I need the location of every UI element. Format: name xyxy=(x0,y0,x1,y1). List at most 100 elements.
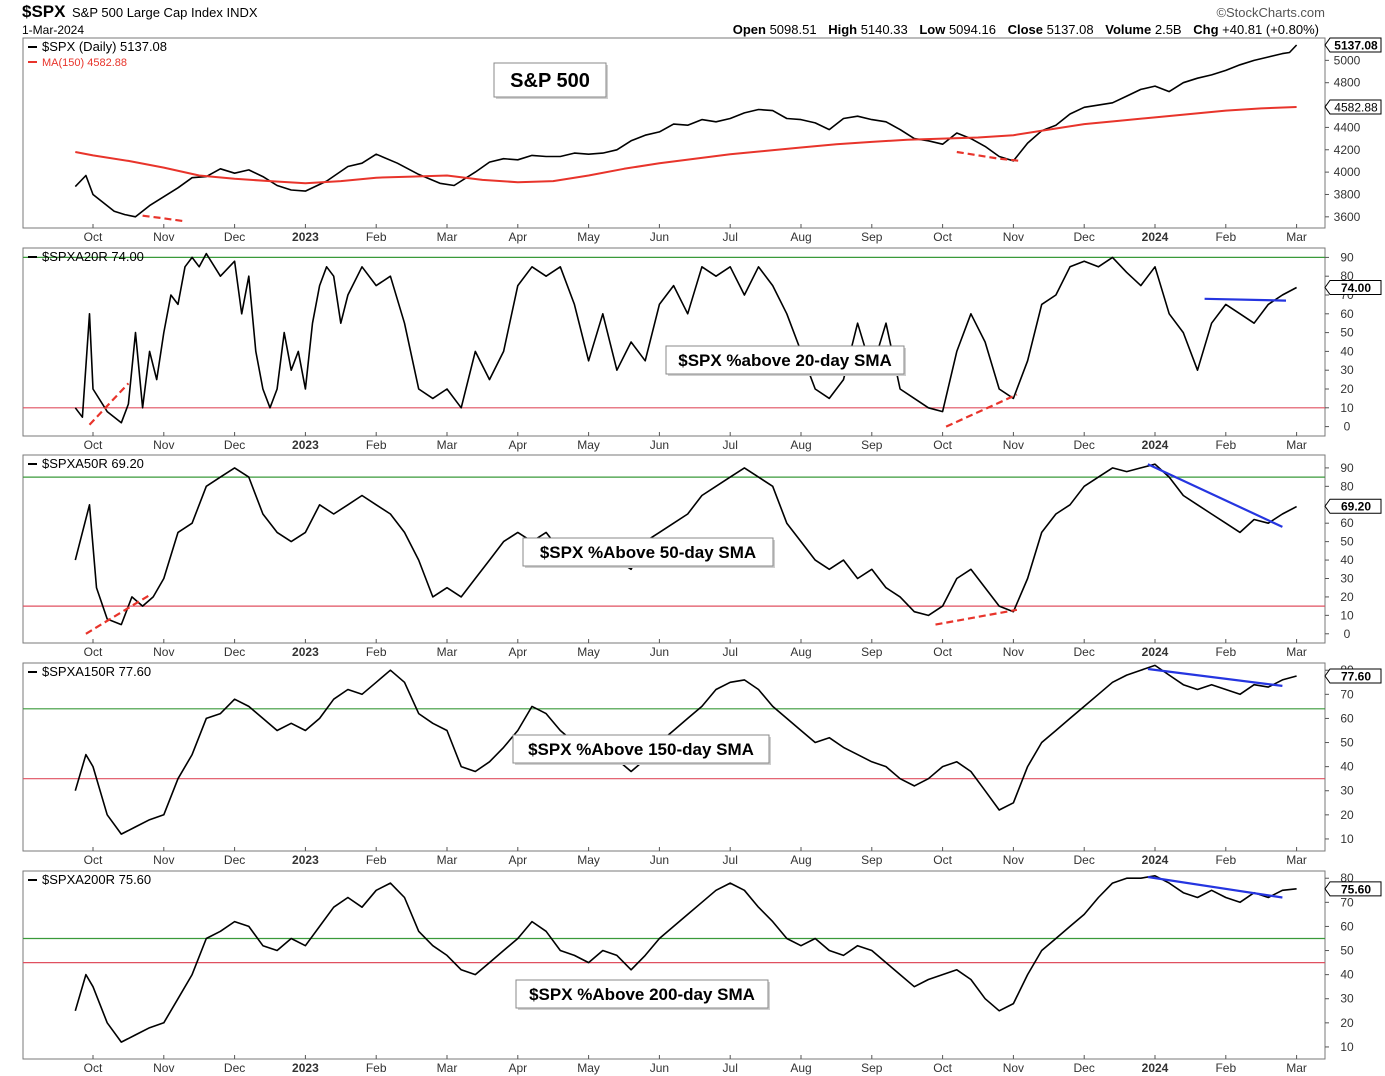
y-tick-label: 50 xyxy=(1340,736,1354,750)
x-tick-label: Dec xyxy=(224,853,245,867)
y-tick-label: 20 xyxy=(1340,1016,1354,1030)
open-value: 5098.51 xyxy=(769,22,817,37)
x-tick-label: Dec xyxy=(224,438,245,452)
y-tick-label: 10 xyxy=(1340,832,1354,846)
y-tick-label: 4400 xyxy=(1334,120,1361,134)
y-tick-label: 20 xyxy=(1340,590,1354,604)
y-tick-label: 30 xyxy=(1340,992,1354,1006)
x-tick-label: 2024 xyxy=(1142,853,1169,867)
annotation-box xyxy=(665,345,905,375)
x-tick-label: Dec xyxy=(1074,230,1095,244)
y-tick-label: 10 xyxy=(1340,1040,1354,1054)
trendline xyxy=(1147,667,1283,687)
x-tick-label: 2023 xyxy=(292,645,319,659)
panel-4: 1020304050607080OctNovDec2023FebMarAprMa… xyxy=(22,662,1382,867)
last-value-tag: 5137.08 xyxy=(1324,37,1382,53)
x-tick-label: Oct xyxy=(933,438,952,452)
y-tick-label: 4000 xyxy=(1334,165,1361,179)
trendline xyxy=(85,594,151,635)
close-value: 5137.08 xyxy=(1046,22,1094,37)
high-label: High xyxy=(828,22,858,37)
x-tick-label: Jul xyxy=(723,853,738,867)
annotation-text: $SPX %Above 200-day SMA xyxy=(529,985,755,1004)
x-tick-label: Jul xyxy=(723,645,738,659)
x-tick-label: Apr xyxy=(508,1061,527,1075)
annotation-box xyxy=(493,62,607,98)
chart-header: $SPX S&P 500 Large Cap Index INDX 1-Mar-… xyxy=(0,0,1385,38)
trendline xyxy=(142,214,186,223)
x-tick-label: 2024 xyxy=(1142,438,1169,452)
legend-entry: $SPXA200R 75.60 xyxy=(42,872,151,887)
last-value-tag: 74.00 xyxy=(1324,279,1382,295)
y-tick-label: 80 xyxy=(1340,269,1354,283)
x-tick-label: Nov xyxy=(1003,853,1024,867)
x-tick-label: 2024 xyxy=(1142,645,1169,659)
legend-entry: $SPXA50R 69.20 xyxy=(42,456,144,471)
x-tick-label: Jun xyxy=(650,230,669,244)
x-tick-label: Feb xyxy=(366,1061,387,1075)
last-value-tag: 75.60 xyxy=(1324,881,1382,897)
x-tick-label: Jul xyxy=(723,438,738,452)
x-tick-label: May xyxy=(577,438,600,452)
x-tick-label: Nov xyxy=(153,230,174,244)
x-tick-label: Oct xyxy=(84,853,103,867)
chart-date: 1-Mar-2024 xyxy=(22,23,85,37)
y-tick-label: 20 xyxy=(1340,808,1354,822)
y-tick-label: 30 xyxy=(1340,784,1354,798)
plot-frame xyxy=(22,870,1326,1060)
x-tick-label: 2023 xyxy=(292,1061,319,1075)
x-tick-label: Feb xyxy=(366,230,387,244)
last-value-text: 77.60 xyxy=(1341,670,1371,684)
x-tick-label: Nov xyxy=(1003,438,1024,452)
x-tick-label: May xyxy=(577,230,600,244)
x-tick-label: Jul xyxy=(723,1061,738,1075)
x-tick-label: Feb xyxy=(1215,1061,1236,1075)
legend-entry: $SPXA20R 74.00 xyxy=(42,249,144,264)
annotation-box xyxy=(512,734,770,764)
x-tick-label: Aug xyxy=(790,230,811,244)
x-tick-label: Sep xyxy=(861,1061,883,1075)
x-tick-label: May xyxy=(577,1061,600,1075)
x-tick-label: Sep xyxy=(861,230,883,244)
x-tick-label: Jun xyxy=(650,645,669,659)
x-tick-label: Dec xyxy=(1074,1061,1095,1075)
open-label: Open xyxy=(732,22,766,37)
annotation-text: S&P 500 xyxy=(510,70,590,92)
x-tick-label: Oct xyxy=(84,1061,103,1075)
x-tick-label: 2024 xyxy=(1142,230,1169,244)
index-name: S&P 500 Large Cap Index INDX xyxy=(72,5,258,20)
trendline xyxy=(1204,297,1287,302)
x-tick-label: Dec xyxy=(224,230,245,244)
last-value-tag: 69.20 xyxy=(1324,498,1382,514)
x-tick-label: Mar xyxy=(1286,438,1307,452)
plot-frame xyxy=(22,37,1326,229)
annotation-text: $SPX %above 20-day SMA xyxy=(678,351,892,370)
y-tick-label: 3800 xyxy=(1334,187,1361,201)
brand-watermark: ©StockCharts.com xyxy=(1216,5,1325,20)
volume-value: 2.5B xyxy=(1154,22,1182,37)
x-tick-label: May xyxy=(577,645,600,659)
panel-3: 0102030405060708090OctNovDec2023FebMarAp… xyxy=(22,454,1382,659)
y-tick-label: 50 xyxy=(1340,535,1354,549)
y-tick-label: 5000 xyxy=(1334,53,1361,67)
panel-1: 36003800400042004400460048005000OctNovDe… xyxy=(22,37,1382,244)
x-tick-label: Dec xyxy=(1074,853,1095,867)
x-tick-label: Jun xyxy=(650,438,669,452)
y-tick-label: 50 xyxy=(1340,326,1354,340)
y-tick-label: 60 xyxy=(1340,307,1354,321)
x-tick-label: Aug xyxy=(790,853,811,867)
x-tick-label: Feb xyxy=(1215,853,1236,867)
x-tick-label: Feb xyxy=(1215,438,1236,452)
x-tick-label: Nov xyxy=(153,1061,174,1075)
last-value-text: 4582.88 xyxy=(1334,100,1378,114)
x-tick-label: Oct xyxy=(933,230,952,244)
x-tick-label: 2023 xyxy=(292,853,319,867)
y-tick-label: 30 xyxy=(1340,363,1354,377)
x-tick-label: 2023 xyxy=(292,438,319,452)
last-value-tag: 77.60 xyxy=(1324,668,1382,684)
last-value-text: 5137.08 xyxy=(1334,39,1378,53)
x-tick-label: Nov xyxy=(1003,645,1024,659)
x-tick-label: Feb xyxy=(366,438,387,452)
